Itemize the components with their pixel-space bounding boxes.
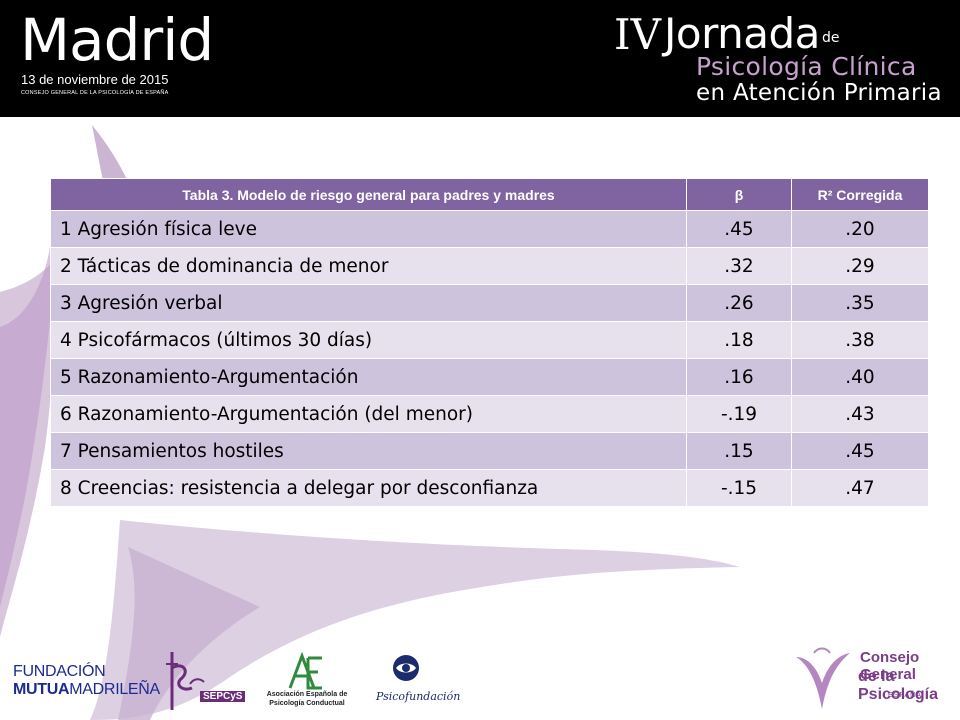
sepcys-logo-icon bbox=[166, 652, 205, 710]
predictor-cell: 7 Pensamientos hostiles bbox=[50, 432, 687, 470]
sepcys-label: SEPCyS bbox=[200, 691, 246, 702]
r2-cell: .29 bbox=[791, 247, 929, 285]
edition-number: IV bbox=[614, 10, 661, 59]
table-header-row: Tabla 3. Modelo de riesgo general para p… bbox=[50, 178, 929, 211]
risk-model-table: Tabla 3. Modelo de riesgo general para p… bbox=[50, 178, 929, 507]
table-header-r2: R² Corregida bbox=[791, 178, 929, 211]
beta-cell: .26 bbox=[686, 284, 792, 322]
aepc-logo-icon bbox=[288, 652, 322, 690]
r2-cell: .40 bbox=[791, 358, 929, 396]
table-row: 3 Agresión verbal .26 .35 bbox=[50, 284, 929, 322]
r2-cell: .47 bbox=[791, 469, 929, 507]
table-row: 4 Psicofármacos (últimos 30 días) .18 .3… bbox=[50, 321, 929, 359]
psicofundacion-logo-icon bbox=[393, 655, 419, 681]
mutua-label: MUTUAMADRILEÑA bbox=[13, 681, 160, 699]
beta-cell: .45 bbox=[686, 210, 792, 248]
predictor-cell: 3 Agresión verbal bbox=[50, 284, 687, 322]
madrilena-text: MADRILEÑA bbox=[69, 681, 160, 698]
table-row: 8 Creencias: resistencia a delegar por d… bbox=[50, 469, 929, 507]
cgp-line1: Consejo General bbox=[860, 649, 920, 683]
beta-cell: -.19 bbox=[686, 395, 792, 433]
cgp-line2: de la Psicología bbox=[858, 668, 939, 703]
table-header-model: Tabla 3. Modelo de riesgo general para p… bbox=[50, 178, 687, 211]
table-row: 6 Razonamiento-Argumentación (del menor)… bbox=[50, 395, 929, 433]
mutua-bold: MUTUA bbox=[13, 681, 70, 698]
city-title: Madrid bbox=[20, 6, 214, 74]
predictor-cell: 5 Razonamiento-Argumentación bbox=[50, 358, 687, 396]
r2-cell: .35 bbox=[791, 284, 929, 322]
table-row: 2 Tácticas de dominancia de menor .32 .2… bbox=[50, 247, 929, 285]
beta-cell: -.15 bbox=[686, 469, 792, 507]
table-row: 5 Razonamiento-Argumentación .16 .40 bbox=[50, 358, 929, 396]
table-row: 7 Pensamientos hostiles .15 .45 bbox=[50, 432, 929, 470]
r2-cell: .45 bbox=[791, 432, 929, 470]
predictor-cell: 1 Agresión física leve bbox=[50, 210, 687, 248]
r2-cell: .20 bbox=[791, 210, 929, 248]
beta-cell: .16 bbox=[686, 358, 792, 396]
table-row: 1 Agresión física leve .45 .20 bbox=[50, 210, 929, 248]
psicofundacion-label: Psicofundación bbox=[376, 690, 461, 703]
fundacion-label: FUNDACIÓN bbox=[13, 663, 106, 680]
r2-cell: .43 bbox=[791, 395, 929, 433]
cgp-line3: ESPAÑA bbox=[888, 692, 922, 699]
predictor-cell: 6 Razonamiento-Argumentación (del menor) bbox=[50, 395, 687, 433]
event-title: Jornada bbox=[664, 9, 820, 58]
event-subtitle-1: Psicología Clínica bbox=[696, 52, 917, 81]
organizer-text: CONSEJO GENERAL DE LA PSICOLOGÍA DE ESPA… bbox=[21, 90, 169, 96]
consejo-general-logo-icon bbox=[796, 647, 850, 709]
beta-cell: .18 bbox=[686, 321, 792, 359]
event-date: 13 de noviembre de 2015 bbox=[21, 72, 169, 87]
table-header-beta: β bbox=[686, 178, 792, 211]
beta-cell: .32 bbox=[686, 247, 792, 285]
event-title-de: de bbox=[822, 30, 840, 46]
aepc-label: Asociación Española de Psicología Conduc… bbox=[266, 691, 348, 707]
predictor-cell: 4 Psicofármacos (últimos 30 días) bbox=[50, 321, 687, 359]
header-banner: Madrid 13 de noviembre de 2015 CONSEJO G… bbox=[0, 0, 960, 117]
predictor-cell: 8 Creencias: resistencia a delegar por d… bbox=[50, 469, 687, 507]
beta-cell: .15 bbox=[686, 432, 792, 470]
predictor-cell: 2 Tácticas de dominancia de menor bbox=[50, 247, 687, 285]
r2-cell: .38 bbox=[791, 321, 929, 359]
event-subtitle-2: en Atención Primaria bbox=[696, 80, 942, 106]
